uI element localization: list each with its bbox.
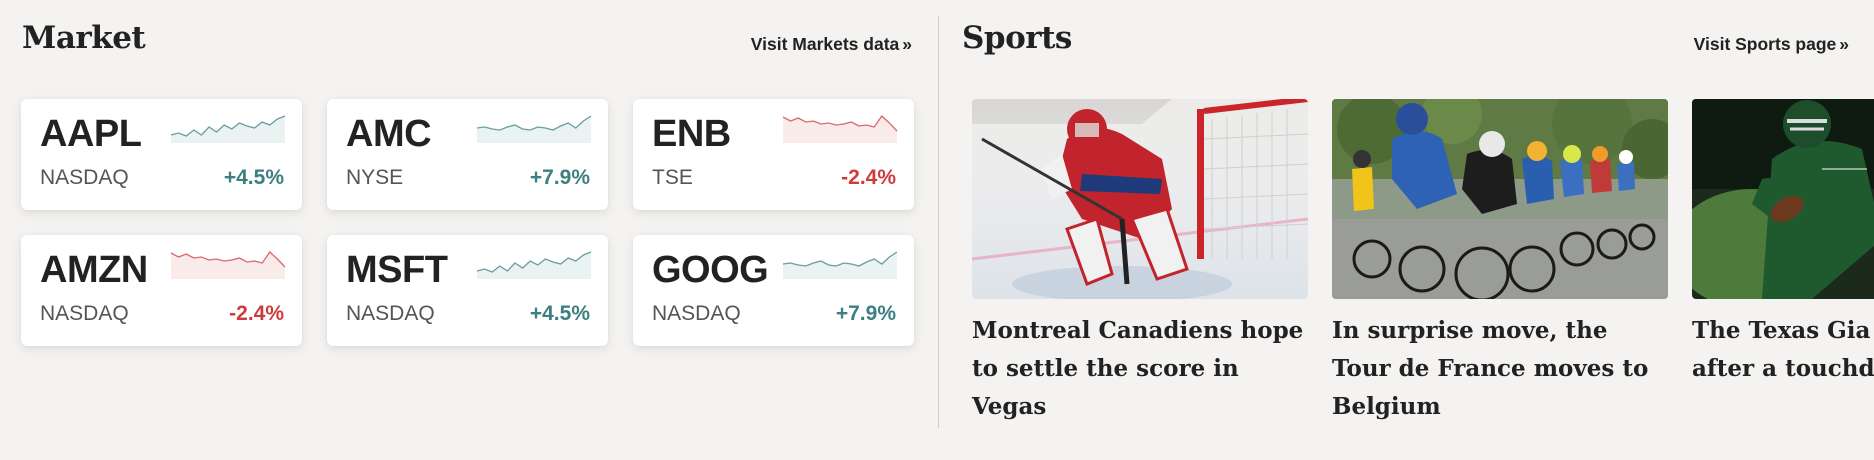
ticker-symbol: ENB: [652, 113, 731, 155]
ticker-card-goog[interactable]: GOOG NASDAQ +7.9%: [633, 235, 914, 346]
sparkline-area: [171, 116, 285, 143]
sparkline-chart: [170, 115, 286, 143]
sparkline-line: [782, 251, 898, 267]
ticker-exchange: NYSE: [346, 166, 404, 189]
ticker-card-msft[interactable]: MSFT NASDAQ +4.5%: [327, 235, 608, 346]
football-player-image: [1692, 99, 1874, 299]
sports-section: Sports Visit Sports page»: [940, 0, 1874, 460]
sparkline-line: [476, 115, 592, 131]
visit-sports-label: Visit Sports page: [1693, 34, 1837, 54]
sparkline-area: [477, 252, 591, 279]
ticker-symbol: MSFT: [346, 249, 448, 291]
sparkline-line: [170, 115, 286, 137]
story-headline[interactable]: In surprise move, the Tour de France mov…: [1332, 317, 1649, 420]
visit-markets-link[interactable]: Visit Markets data»: [751, 34, 912, 55]
market-title: Market: [22, 20, 146, 56]
sparkline-chart: [476, 115, 592, 143]
cycling-peloton-image[interactable]: [1332, 99, 1668, 299]
sparkline-line: [782, 115, 898, 132]
sparkline-area: [171, 252, 285, 279]
hockey-goalie-image[interactable]: [972, 99, 1308, 299]
sparkline-chart: [782, 115, 898, 143]
ticker-exchange: NASDAQ: [652, 302, 741, 325]
ticker-exchange: NASDAQ: [346, 302, 435, 325]
visit-markets-label: Visit Markets data: [750, 34, 900, 54]
ticker-exchange: TSE: [652, 166, 693, 189]
raquo-icon: »: [902, 34, 912, 54]
sparkline-chart: [476, 251, 592, 279]
ticker-card-enb[interactable]: ENB TSE -2.4%: [633, 99, 914, 210]
sparkline-chart: [170, 251, 286, 279]
raquo-icon: »: [1839, 34, 1849, 54]
ticker-change: +7.9%: [835, 302, 896, 325]
sparkline-area: [477, 116, 591, 143]
ticker-card-amc[interactable]: AMC NYSE +7.9%: [327, 99, 608, 210]
ticker-symbol: AMC: [346, 113, 432, 155]
sports-title: Sports: [962, 20, 1072, 56]
ticker-symbol: AAPL: [40, 113, 142, 155]
story-headline[interactable]: The Texas Gia victory after a touchdown: [1692, 317, 1874, 382]
ticker-change: +7.9%: [529, 166, 590, 189]
ticker-card-amzn[interactable]: AMZN NASDAQ -2.4%: [21, 235, 302, 346]
ticker-exchange: NASDAQ: [40, 302, 129, 325]
ticker-change: -2.4%: [841, 166, 896, 189]
section-divider: [938, 16, 939, 428]
visit-sports-link[interactable]: Visit Sports page»: [1694, 34, 1849, 55]
ticker-change: +4.5%: [223, 166, 284, 189]
sparkline-line: [170, 251, 286, 268]
ticker-change: -2.4%: [229, 302, 284, 325]
story-headline[interactable]: Montreal Canadiens hope to settle the sc…: [972, 317, 1304, 420]
sparkline-chart: [782, 251, 898, 279]
sparkline-area: [783, 252, 897, 279]
ticker-symbol: AMZN: [40, 249, 148, 291]
ticker-change: +4.5%: [529, 302, 590, 325]
ticker-exchange: NASDAQ: [40, 166, 129, 189]
sparkline-line: [476, 251, 592, 273]
ticker-symbol: GOOG: [652, 249, 769, 291]
ticker-card-aapl[interactable]: AAPL NASDAQ +4.5%: [21, 99, 302, 210]
sparkline-area: [783, 116, 897, 143]
cycling-peloton-image: [1332, 99, 1668, 299]
hockey-goalie-image: [972, 99, 1308, 299]
football-player-image[interactable]: [1692, 99, 1874, 299]
market-section: Market Visit Markets data» AAPL NASDAQ +…: [21, 20, 914, 346]
